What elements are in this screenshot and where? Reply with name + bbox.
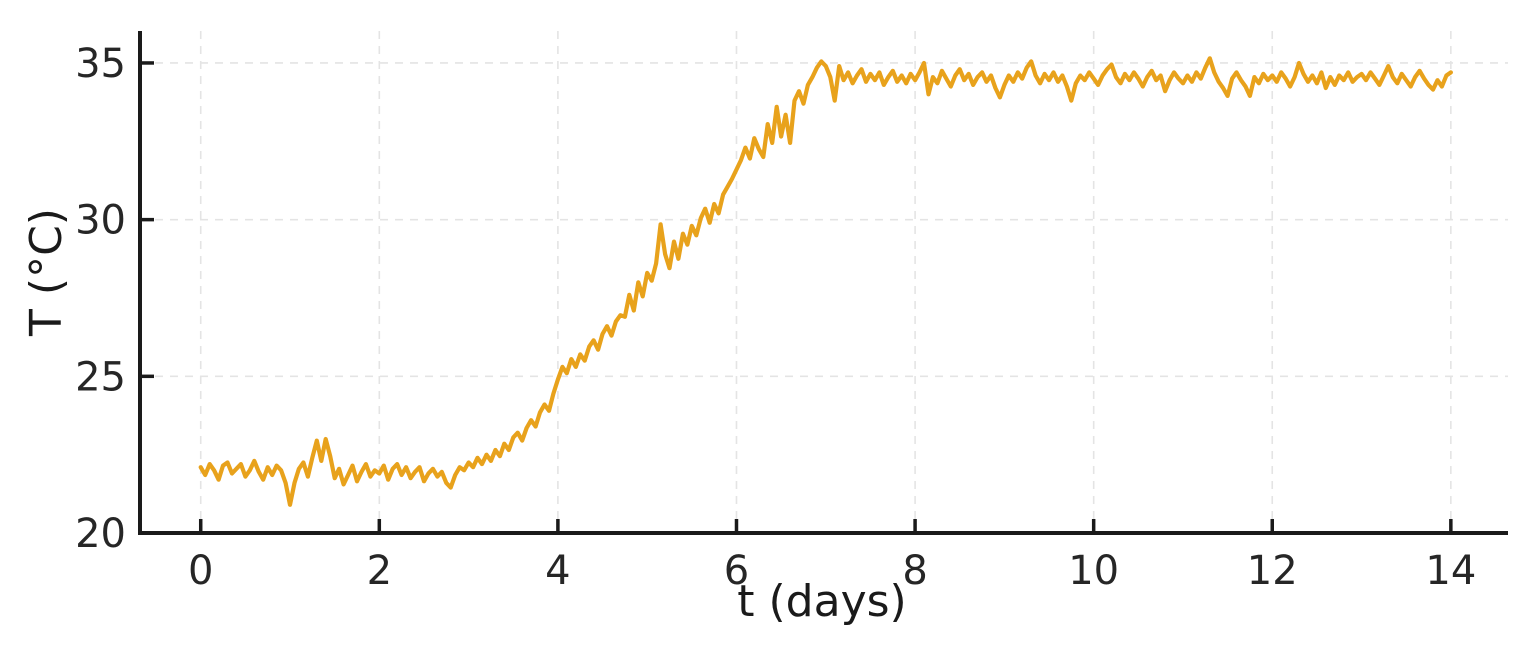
x-tick-label: 12 bbox=[1247, 548, 1298, 594]
x-tick-label: 2 bbox=[367, 548, 392, 594]
y-tick-label: 25 bbox=[75, 354, 126, 400]
y-axis-label: T (°C) bbox=[21, 208, 72, 336]
x-tick-label: 6 bbox=[724, 548, 749, 594]
x-tick-label: 10 bbox=[1068, 548, 1119, 594]
temperature-series-line bbox=[198, 56, 1454, 507]
y-tick-label: 35 bbox=[75, 41, 126, 87]
x-tick-label: 14 bbox=[1425, 548, 1476, 594]
x-tick-label: 0 bbox=[188, 548, 213, 594]
x-tick-label: 8 bbox=[902, 548, 927, 594]
x-tick-label: 4 bbox=[545, 548, 570, 594]
x-axis-label: t (days) bbox=[737, 576, 907, 627]
y-tick-label: 20 bbox=[75, 511, 126, 557]
y-tick-label: 30 bbox=[75, 198, 126, 244]
